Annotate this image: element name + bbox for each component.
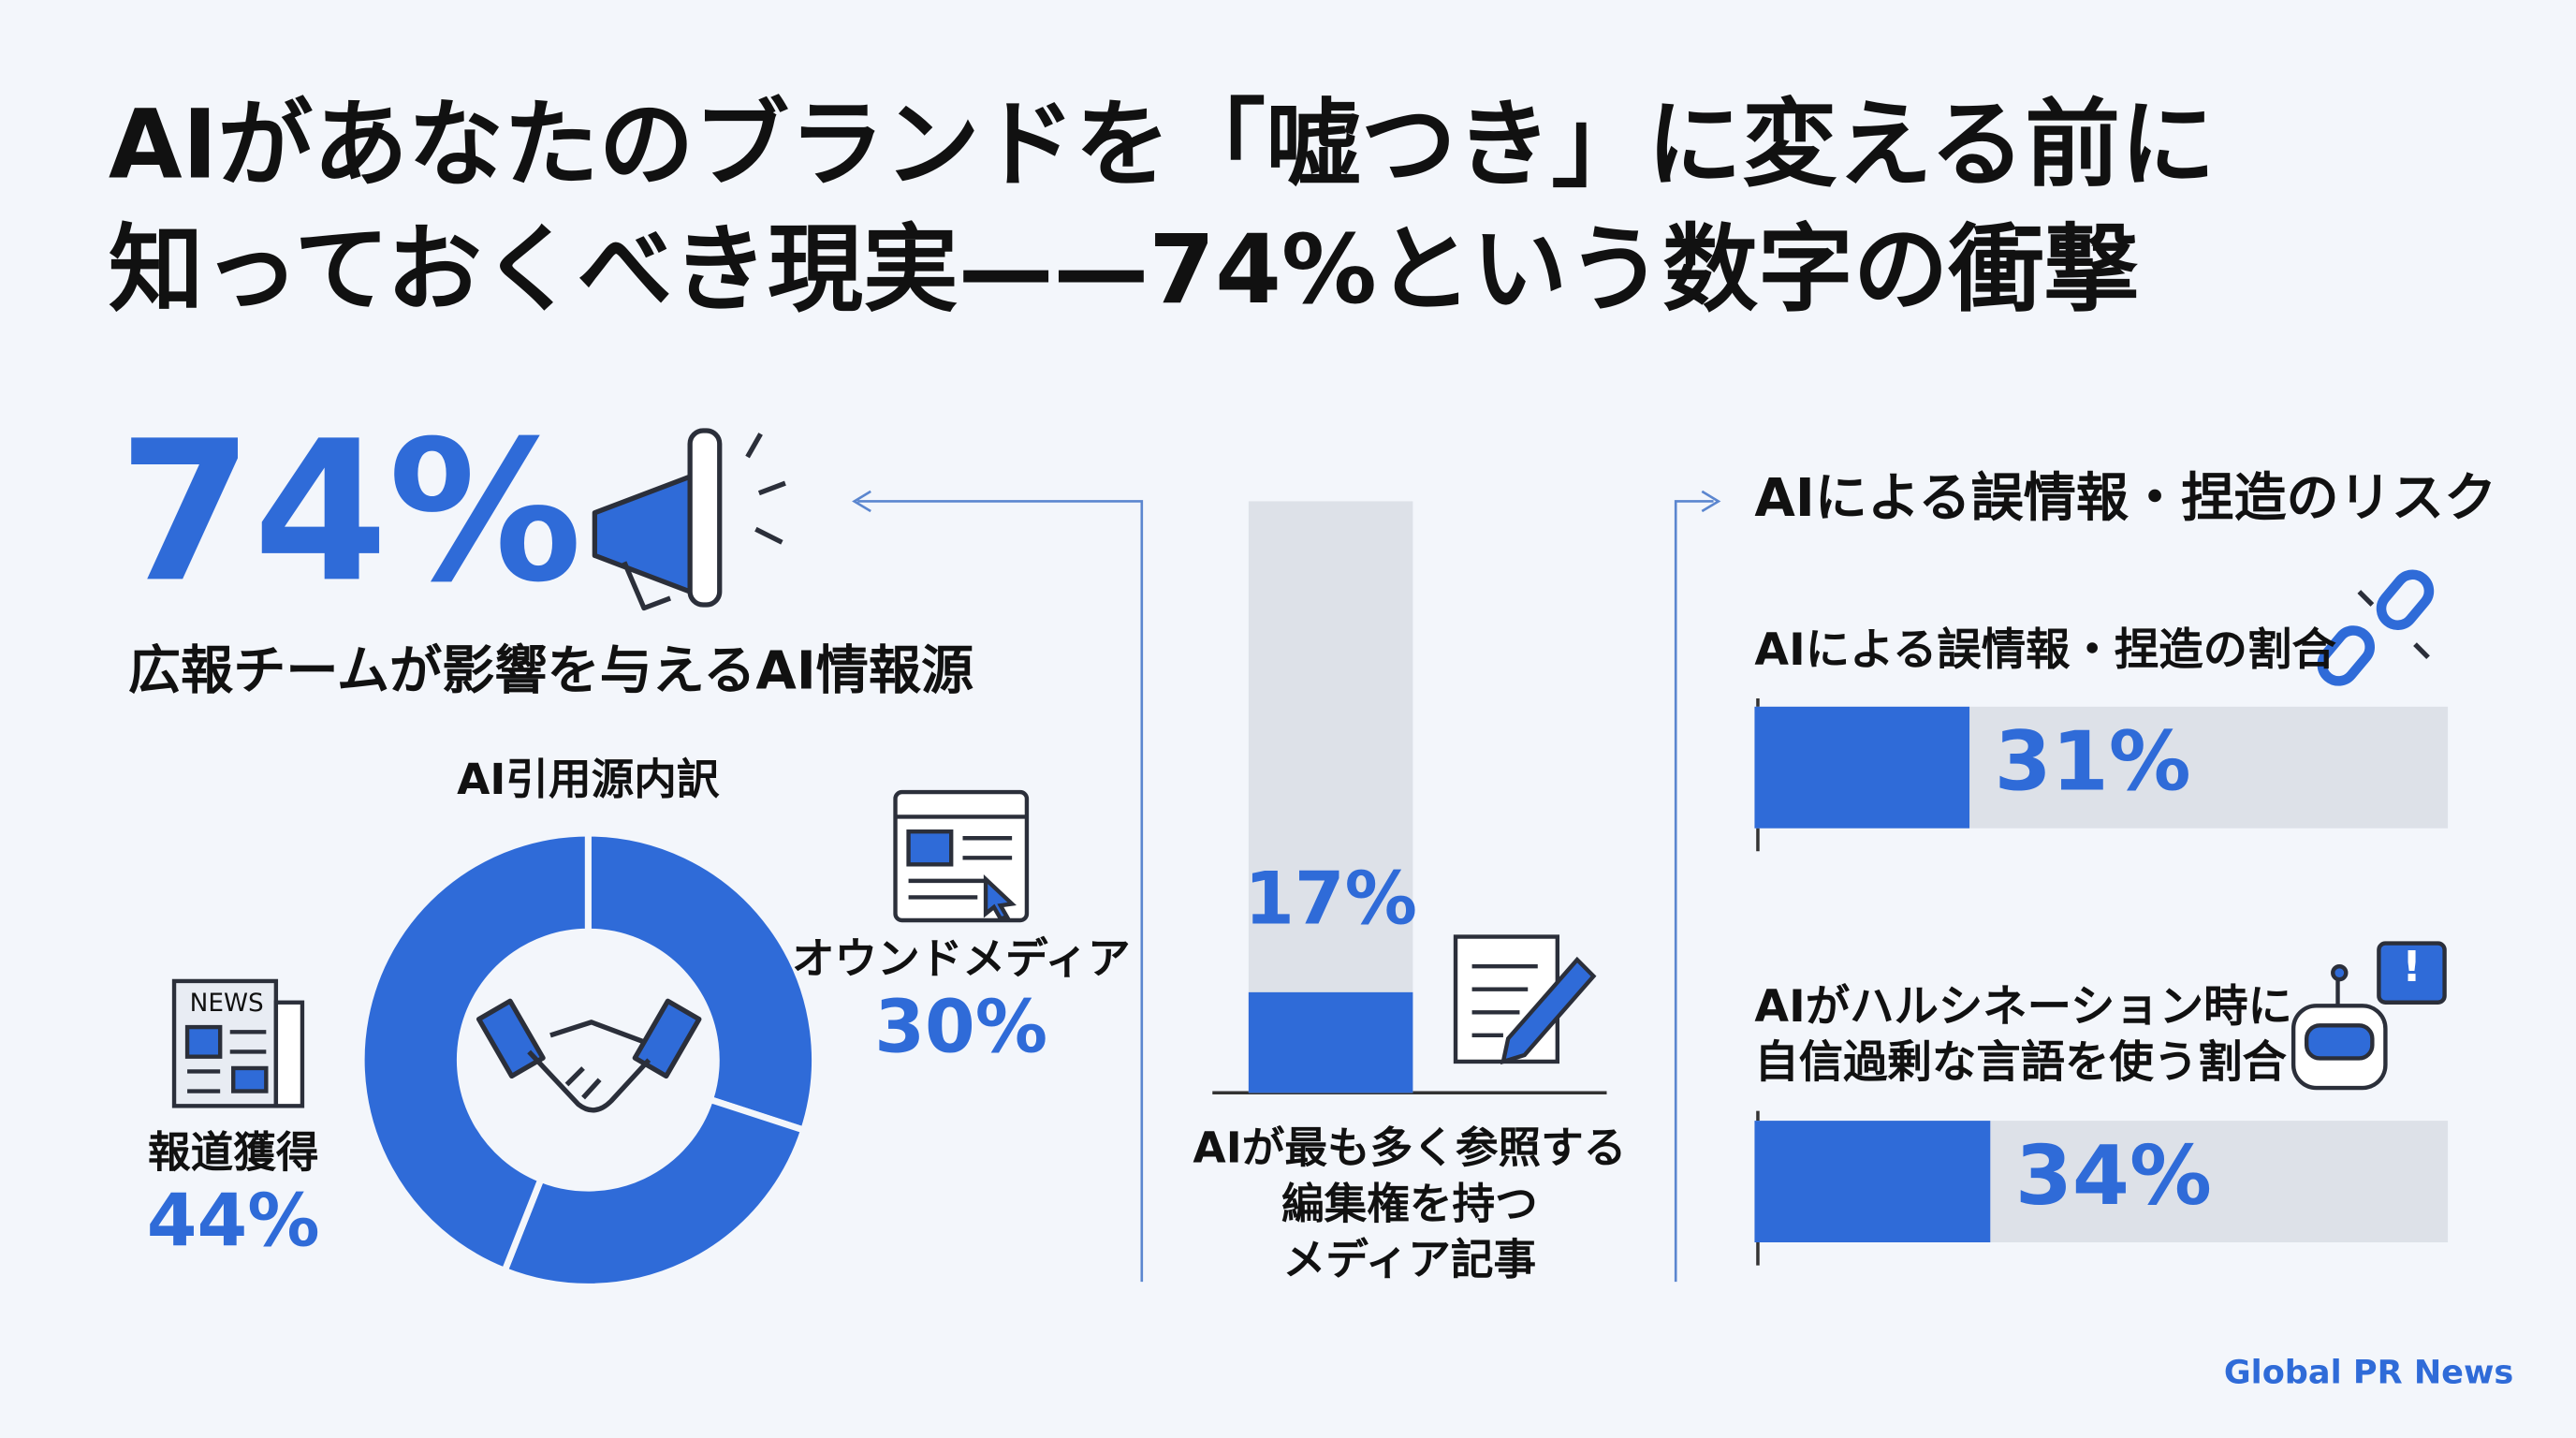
handshake-icon	[476, 998, 702, 1113]
chart-title: AIによる誤情報・捏造のリスク	[1754, 468, 2496, 529]
hero-value: 74%	[118, 399, 582, 624]
robot-icon	[2291, 941, 2447, 1091]
title-line: 知っておくべき現実——74%という数字の衝撃	[109, 215, 2139, 326]
document-icon	[1453, 934, 1597, 1065]
news-icon-text: NEWS	[190, 990, 264, 1018]
bar	[1248, 991, 1413, 1093]
donut-slice	[358, 829, 592, 1275]
link-icon	[2317, 569, 2435, 686]
bar	[1754, 706, 1970, 829]
donut-slice	[500, 1095, 809, 1290]
slice-label: 報道獲得	[148, 1127, 319, 1177]
category-label: AIがハルシネーション時に自信過剰な言語を使う割合	[1754, 981, 2291, 1089]
hero-label: 広報チームが影響を与えるAI情報源	[128, 640, 973, 701]
slice-value: 30%	[874, 985, 1047, 1069]
connectors	[852, 490, 1721, 1283]
footer: Global PR News	[2224, 1353, 2513, 1391]
bar-caption: AIが最も多く参照する編集権を持つメディア記事	[1193, 1123, 1626, 1284]
bar-value-label: 31%	[1995, 714, 2191, 810]
donut-slice	[584, 829, 819, 1135]
chart-title: AI引用源内訳	[457, 755, 720, 804]
megaphone-icon	[592, 428, 786, 611]
slice-value: 44%	[147, 1179, 320, 1263]
news-icon	[171, 978, 305, 1108]
bar-value-label: 34%	[2015, 1128, 2212, 1224]
bar-value-label: 17%	[1244, 857, 1417, 941]
slice-label: オウンドメディア	[792, 933, 1131, 983]
category-label: AIによる誤情報・捏造の割合	[1754, 624, 2336, 676]
title-line: AIがあなたのブランドを「嘘つき」に変える前に	[109, 90, 2216, 200]
browser-icon	[893, 789, 1030, 923]
robot-alert: !	[2402, 942, 2422, 991]
bar	[1754, 1121, 1991, 1242]
